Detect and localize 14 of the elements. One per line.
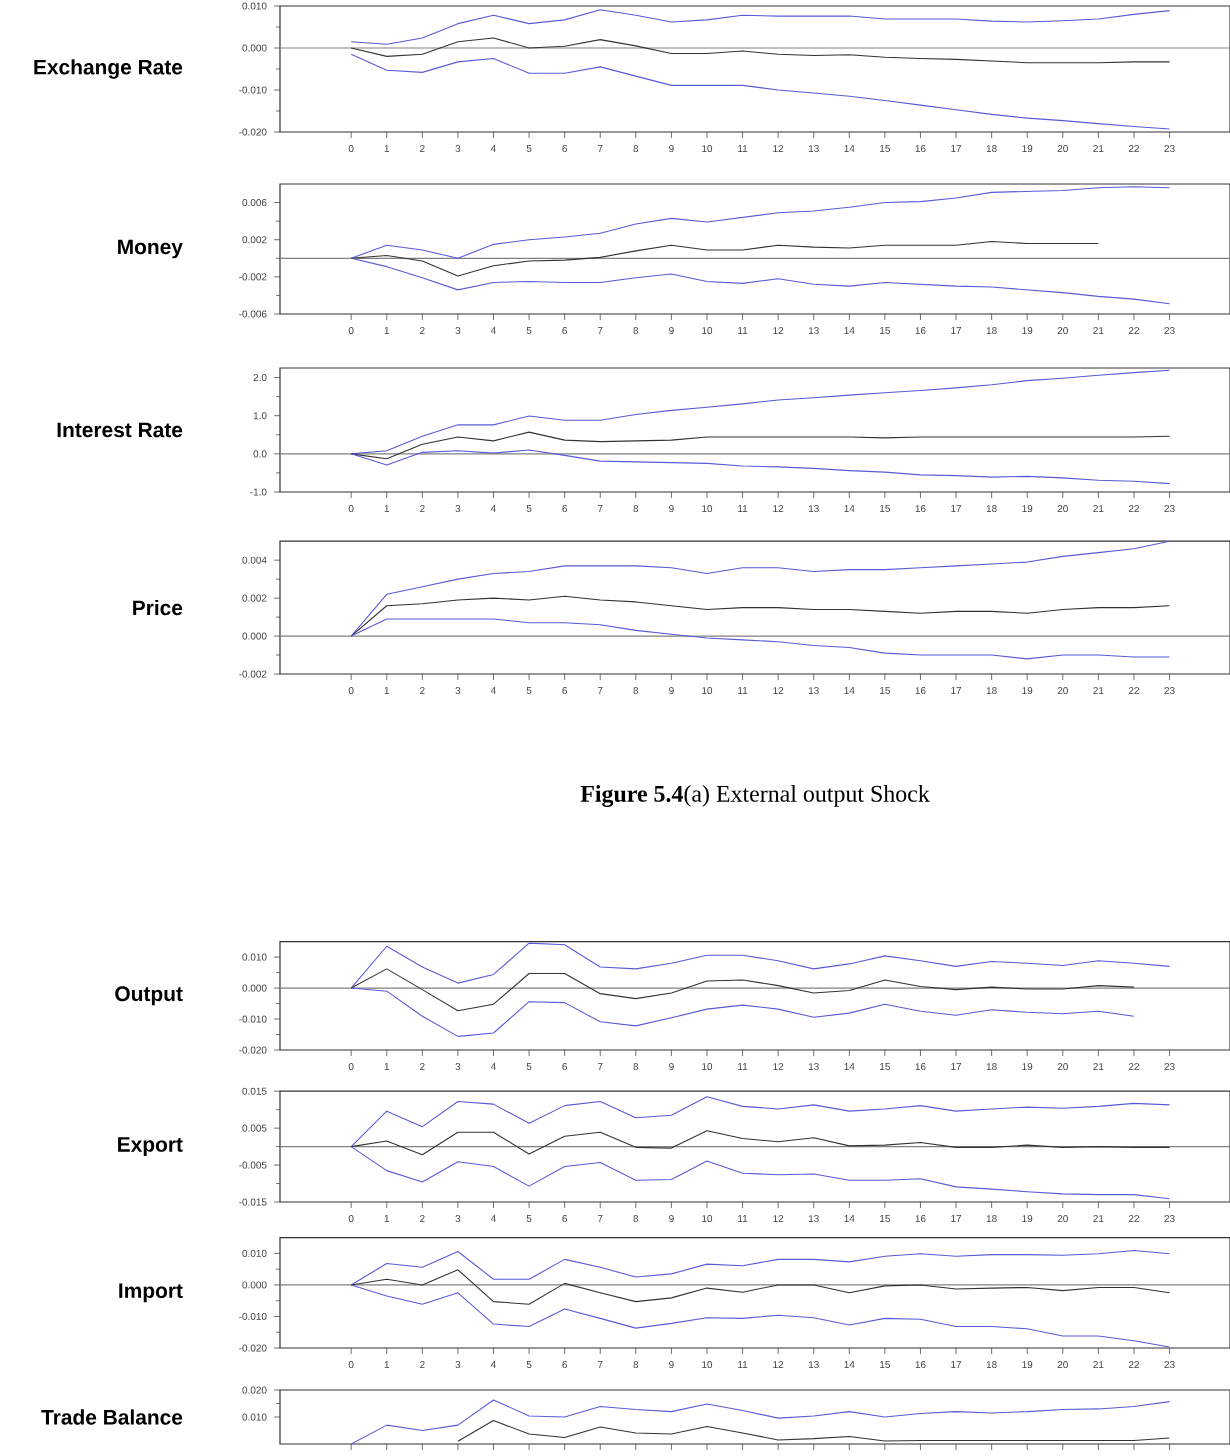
line-series: [350, 595, 1171, 637]
y-axis-title: Exchange Rate: [34, 59, 183, 79]
line-series: [350, 1130, 1171, 1156]
y-axis-title: Export: [118, 1137, 183, 1156]
y-axis-title: Output: [115, 986, 183, 1006]
y-axis-title: Interest Rate: [57, 422, 183, 438]
y-axis-title: Trade Balance: [41, 1409, 183, 1425]
line-series: [350, 1269, 1171, 1305]
y-axis-title: Price: [133, 599, 183, 616]
y-axis-title: Money: [118, 239, 183, 259]
text: Figure 5.4(a) External output Shock: [580, 785, 930, 807]
line-series: [350, 968, 1135, 1012]
line-series: [350, 1399, 1171, 1445]
y-axis-title: Import: [119, 1283, 183, 1303]
